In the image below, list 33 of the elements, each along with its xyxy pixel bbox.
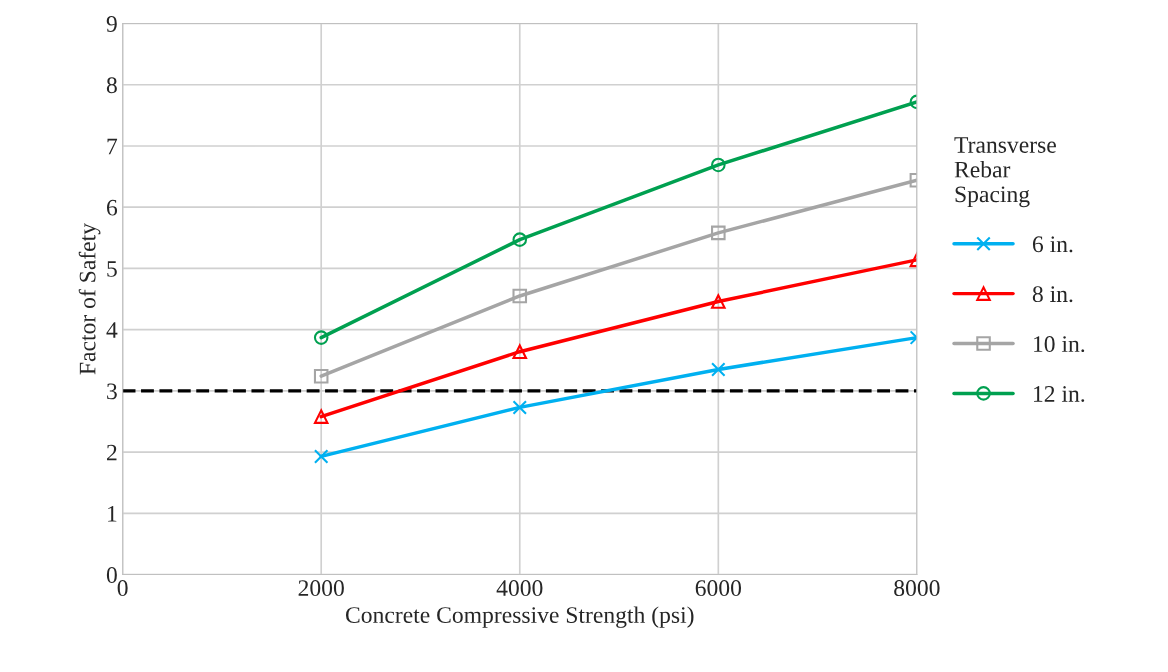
- y-tick-label: 3: [107, 383, 117, 400]
- y-tick-label: 4: [106, 322, 118, 338]
- x-axis-title: Concrete Compressive Strength (psi): [345, 606, 694, 628]
- y-tick-label: 9: [106, 16, 117, 32]
- point: [313, 409, 329, 424]
- y-axis-title: Factor of Safety: [78, 223, 101, 375]
- point: [711, 157, 726, 173]
- x-tick-label: 6000: [695, 580, 742, 597]
- point: [512, 232, 528, 247]
- point: [313, 449, 329, 464]
- y-tick-label: 2: [107, 444, 117, 461]
- x-tick-label: 2000: [298, 580, 344, 597]
- legend-label: 6 in.: [1032, 236, 1073, 253]
- legend-label: 10 in.: [1034, 336, 1085, 353]
- y-tick-label: 7: [107, 138, 118, 155]
- point: [711, 225, 726, 241]
- x-tick-label: 4000: [496, 580, 543, 597]
- y-tick-label: 6: [106, 199, 118, 216]
- point: [512, 344, 528, 359]
- x-tick-label: 8000: [894, 580, 940, 597]
- point: [512, 400, 528, 415]
- y-tick-label: 1: [108, 505, 117, 522]
- point: [711, 362, 726, 377]
- y-tick-label: 0: [106, 567, 117, 583]
- y-tick-label: 5: [107, 261, 117, 277]
- legend-label: 8 in.: [1032, 286, 1073, 303]
- y-tick-label: 8: [106, 77, 117, 94]
- point: [313, 368, 329, 384]
- legend-label: 12 in.: [1034, 386, 1085, 402]
- point: [313, 330, 329, 345]
- point: [711, 294, 726, 309]
- legend-title: Transverse Rebar Spacing: [954, 137, 1056, 208]
- point: [512, 288, 528, 304]
